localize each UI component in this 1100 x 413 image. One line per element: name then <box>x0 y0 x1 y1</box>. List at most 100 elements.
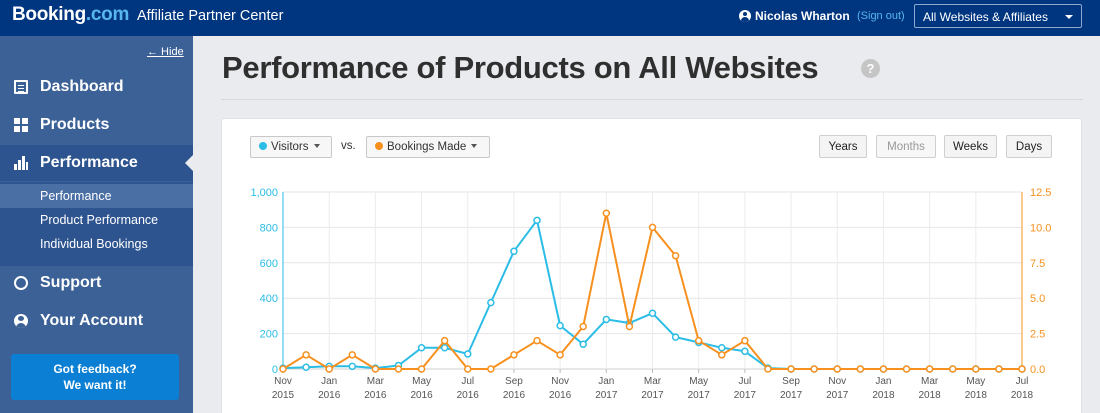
feedback-line-1: Got feedback? <box>53 362 137 376</box>
x-axis-tick-label: 2016 <box>318 390 341 401</box>
sidebar-item-label: Products <box>40 116 110 133</box>
sidebar-item-your-account[interactable]: Your Account <box>0 303 193 339</box>
data-point <box>995 365 1003 373</box>
data-point <box>879 365 888 373</box>
x-axis-tick-label: Sep <box>505 376 523 387</box>
top-bar: Booking.com Affiliate Partner Center Nic… <box>0 0 1100 36</box>
performance-subnav: Performance Product Performance Individu… <box>0 182 193 266</box>
data-point <box>948 365 957 373</box>
data-point <box>417 365 426 373</box>
website-selector-label: All Websites & Affiliates <box>923 10 1048 24</box>
primary-metric-dropdown[interactable]: Visitors <box>250 136 332 158</box>
data-point <box>579 322 587 331</box>
data-point <box>602 315 611 324</box>
data-point <box>925 365 934 373</box>
app-title: Affiliate Partner Center <box>137 8 284 24</box>
x-axis-tick-label: 2018 <box>919 390 942 401</box>
data-point <box>764 365 772 373</box>
user-icon <box>739 10 751 22</box>
data-point <box>648 309 657 317</box>
hide-sidebar-link[interactable]: ← Hide <box>147 46 184 58</box>
document-icon <box>14 80 28 94</box>
sidebar-item-dashboard[interactable]: Dashboard <box>0 69 193 105</box>
website-selector[interactable]: All Websites & Affiliates <box>914 4 1082 28</box>
sidebar-item-support[interactable]: Support <box>0 265 193 301</box>
x-axis-tick-label: Sep <box>782 376 800 387</box>
primary-metric-label: Visitors <box>271 141 309 153</box>
data-point <box>856 365 865 373</box>
x-axis-tick-label: 2017 <box>595 390 618 401</box>
x-axis-tick-label: May <box>966 376 985 387</box>
data-point <box>810 365 818 373</box>
data-point <box>741 336 749 345</box>
left-axis-tick-label: 200 <box>260 329 278 341</box>
sidebar-item-label: Support <box>40 274 102 291</box>
right-axis-tick-label: 7.5 <box>1030 258 1045 270</box>
subnav-item-individual-bookings[interactable]: Individual Bookings <box>40 237 148 251</box>
data-point <box>625 322 634 331</box>
chart-series <box>279 209 1026 373</box>
sign-out-link[interactable]: (Sign out) <box>857 10 905 22</box>
x-axis-tick-label: 2016 <box>364 390 387 401</box>
range-months-button[interactable]: Months <box>876 135 936 158</box>
data-point <box>902 365 911 373</box>
subnav-item-product-performance[interactable]: Product Performance <box>40 213 159 227</box>
data-point <box>602 209 611 217</box>
data-point <box>741 347 749 356</box>
feedback-button[interactable]: Got feedback? We want it! <box>11 354 179 400</box>
sidebar-item-products[interactable]: Products <box>0 107 193 143</box>
x-axis-tick-label: 2017 <box>826 390 849 401</box>
chart-grid <box>283 191 1022 370</box>
x-axis-tick-label: 2016 <box>457 390 480 401</box>
x-axis-tick-label: Nov <box>551 376 569 387</box>
x-axis-tick-label: Nov <box>828 376 846 387</box>
data-point <box>671 251 680 260</box>
data-point <box>464 350 472 358</box>
data-point <box>718 344 726 352</box>
data-point <box>417 344 426 352</box>
subnav-item-performance[interactable]: Performance <box>0 184 193 208</box>
x-axis-tick-label: 2017 <box>641 390 664 401</box>
booking-logo[interactable]: Booking.com <box>12 4 130 25</box>
chevron-down-icon <box>1065 15 1073 19</box>
chevron-down-icon <box>313 144 320 148</box>
x-axis-tick-label: 2017 <box>780 390 803 401</box>
sidebar: ← Hide Dashboard Products Performance Pe… <box>0 36 193 413</box>
right-axis: 0.0 2.5 5.0 7.5 10.0 12.5 <box>1021 187 1051 376</box>
bookings-swatch-icon <box>375 142 383 150</box>
bar-chart-icon <box>14 156 28 170</box>
data-point <box>440 344 449 352</box>
x-axis-tick-label: 2015 <box>272 390 295 401</box>
x-axis-tick-label: Jul <box>461 376 474 387</box>
data-point <box>302 363 310 371</box>
x-axis-tick-label: Mar <box>921 376 939 387</box>
x-axis-tick-label: Jul <box>738 376 751 387</box>
left-axis-tick-label: 600 <box>260 258 278 270</box>
range-weeks-button[interactable]: Weeks <box>944 135 997 158</box>
sidebar-item-performance[interactable]: Performance <box>0 145 193 181</box>
secondary-metric-dropdown[interactable]: Bookings Made <box>366 136 490 158</box>
data-point <box>348 362 357 371</box>
data-point <box>671 333 680 341</box>
help-icon[interactable]: ? <box>861 59 880 78</box>
x-axis-tick-label: Mar <box>367 376 385 387</box>
right-axis-tick-label: 2.5 <box>1030 329 1045 341</box>
range-days-button[interactable]: Days <box>1006 135 1052 158</box>
data-point <box>533 216 541 225</box>
user-icon <box>14 314 28 328</box>
x-axis-tick-label: Jan <box>875 376 891 387</box>
data-point <box>487 298 495 307</box>
x-axis-tick-label: Jul <box>1016 376 1029 387</box>
data-point <box>371 365 380 373</box>
x-axis-tick-label: Jan <box>598 376 614 387</box>
data-point <box>533 336 541 345</box>
left-axis-tick-label: 1,000 <box>250 187 278 199</box>
data-point <box>972 365 980 373</box>
secondary-metric-label: Bookings Made <box>387 141 467 153</box>
data-point <box>510 247 518 256</box>
user-info: Nicolas Wharton <box>739 9 850 23</box>
grid-icon <box>14 118 28 132</box>
range-years-button[interactable]: Years <box>819 135 867 158</box>
versus-label: vs. <box>341 140 356 152</box>
